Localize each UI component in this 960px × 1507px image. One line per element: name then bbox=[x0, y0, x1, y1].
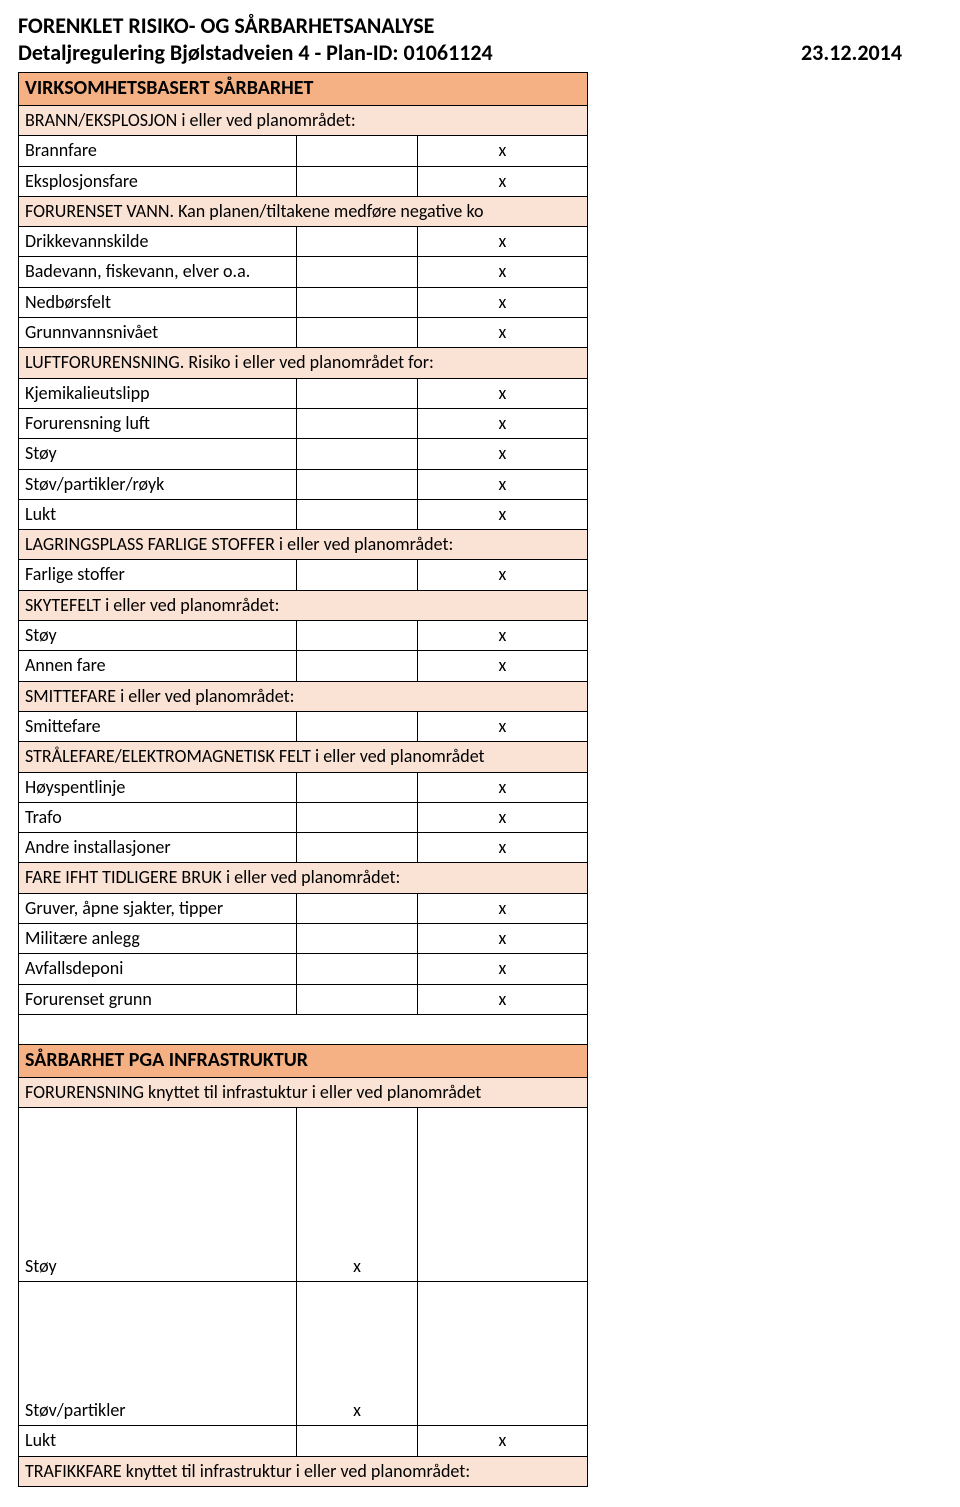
row-label: Høyspentlinje bbox=[19, 772, 297, 802]
row-label: Kjemikalieutslipp bbox=[19, 378, 297, 408]
row-right bbox=[417, 1108, 587, 1282]
row-mid bbox=[297, 772, 417, 802]
row-mark: x bbox=[417, 287, 587, 317]
row-mid bbox=[297, 924, 417, 954]
row-mid bbox=[297, 136, 417, 166]
row-label: Annen fare bbox=[19, 651, 297, 681]
row-mid bbox=[297, 318, 417, 348]
row-label: Drikkevannskilde bbox=[19, 227, 297, 257]
row-mid bbox=[297, 560, 417, 590]
row-label: Grunnvannsnivået bbox=[19, 318, 297, 348]
row-mark: x bbox=[417, 984, 587, 1014]
risk-table: VIRKSOMHETSBASERT SÅRBARHET BRANN/EKSPLO… bbox=[18, 72, 588, 1487]
row-label: Støy bbox=[19, 621, 297, 651]
row-right bbox=[417, 1282, 587, 1426]
row-label: Trafo bbox=[19, 802, 297, 832]
row-mid bbox=[297, 621, 417, 651]
row-mark: x bbox=[417, 136, 587, 166]
doc-title-line2: Detaljregulering Bjølstadveien 4 - Plan-… bbox=[18, 39, 493, 66]
row-mid bbox=[297, 893, 417, 923]
group-header: BRANN/EKSPLOSJON i eller ved planområdet… bbox=[19, 106, 588, 136]
row-mark: x bbox=[297, 1108, 417, 1282]
group-header: FORURENSNING knyttet til infrastuktur i … bbox=[19, 1077, 588, 1107]
group-header: STRÅLEFARE/ELEKTROMAGNETISK FELT i eller… bbox=[19, 742, 588, 772]
row-mark: x bbox=[417, 954, 587, 984]
row-mark: x bbox=[417, 621, 587, 651]
row-mark: x bbox=[417, 711, 587, 741]
row-mid bbox=[297, 439, 417, 469]
row-mid bbox=[297, 833, 417, 863]
row-mark: x bbox=[417, 893, 587, 923]
row-mark: x bbox=[417, 439, 587, 469]
row-mid bbox=[297, 651, 417, 681]
row-label: Gruver, åpne sjakter, tipper bbox=[19, 893, 297, 923]
row-mark: x bbox=[297, 1282, 417, 1426]
row-mid bbox=[297, 802, 417, 832]
group-header: SMITTEFARE i eller ved planområdet: bbox=[19, 681, 588, 711]
group-header: TRAFIKKFARE knyttet til infrastruktur i … bbox=[19, 1456, 588, 1486]
row-mark: x bbox=[417, 257, 587, 287]
row-label: Forurenset grunn bbox=[19, 984, 297, 1014]
row-mid bbox=[297, 469, 417, 499]
spacer-row bbox=[19, 1014, 588, 1044]
group-header: FARE IFHT TIDLIGERE BRUK i eller ved pla… bbox=[19, 863, 588, 893]
row-mid bbox=[297, 1426, 417, 1456]
row-mark: x bbox=[417, 1426, 587, 1456]
row-mark: x bbox=[417, 833, 587, 863]
row-mark: x bbox=[417, 560, 587, 590]
doc-title-line1: FORENKLET RISIKO- OG SÅRBARHETSANALYSE bbox=[18, 12, 942, 39]
document-header: FORENKLET RISIKO- OG SÅRBARHETSANALYSE D… bbox=[18, 12, 942, 66]
row-label: Avfallsdeponi bbox=[19, 954, 297, 984]
row-mark: x bbox=[417, 924, 587, 954]
row-mid bbox=[297, 954, 417, 984]
section-header: VIRKSOMHETSBASERT SÅRBARHET bbox=[19, 73, 588, 106]
row-label: Badevann, fiskevann, elver o.a. bbox=[19, 257, 297, 287]
row-label: Farlige stoffer bbox=[19, 560, 297, 590]
group-header: SKYTEFELT i eller ved planområdet: bbox=[19, 590, 588, 620]
row-mid bbox=[297, 984, 417, 1014]
row-label: Støy bbox=[19, 439, 297, 469]
section-header: SÅRBARHET PGA INFRASTRUKTUR bbox=[19, 1044, 588, 1077]
row-mark: x bbox=[417, 802, 587, 832]
row-label: Smittefare bbox=[19, 711, 297, 741]
row-label: Lukt bbox=[19, 1426, 297, 1456]
group-header: FORURENSET VANN. Kan planen/tiltakene me… bbox=[19, 196, 588, 226]
row-mid bbox=[297, 378, 417, 408]
row-label: Eksplosjonsfare bbox=[19, 166, 297, 196]
row-mid bbox=[297, 711, 417, 741]
row-label: Militære anlegg bbox=[19, 924, 297, 954]
row-label: Nedbørsfelt bbox=[19, 287, 297, 317]
row-label: Lukt bbox=[19, 499, 297, 529]
row-mark: x bbox=[417, 227, 587, 257]
row-label: Forurensning luft bbox=[19, 408, 297, 438]
row-mark: x bbox=[417, 378, 587, 408]
row-label: Støv/partikler/røyk bbox=[19, 469, 297, 499]
row-mark: x bbox=[417, 772, 587, 802]
row-mid bbox=[297, 499, 417, 529]
row-mark: x bbox=[417, 166, 587, 196]
doc-date: 23.12.2014 bbox=[801, 39, 942, 66]
row-label: Støv/partikler bbox=[19, 1282, 297, 1426]
row-label: Andre installasjoner bbox=[19, 833, 297, 863]
row-label: Støy bbox=[19, 1108, 297, 1282]
row-mid bbox=[297, 166, 417, 196]
row-mid bbox=[297, 287, 417, 317]
group-header: LAGRINGSPLASS FARLIGE STOFFER i eller ve… bbox=[19, 530, 588, 560]
row-mid bbox=[297, 227, 417, 257]
group-header: LUFTFORURENSNING. Risiko i eller ved pla… bbox=[19, 348, 588, 378]
row-mark: x bbox=[417, 499, 587, 529]
row-label: Brannfare bbox=[19, 136, 297, 166]
row-mark: x bbox=[417, 651, 587, 681]
row-mid bbox=[297, 408, 417, 438]
row-mark: x bbox=[417, 318, 587, 348]
row-mid bbox=[297, 257, 417, 287]
row-mark: x bbox=[417, 408, 587, 438]
row-mark: x bbox=[417, 469, 587, 499]
